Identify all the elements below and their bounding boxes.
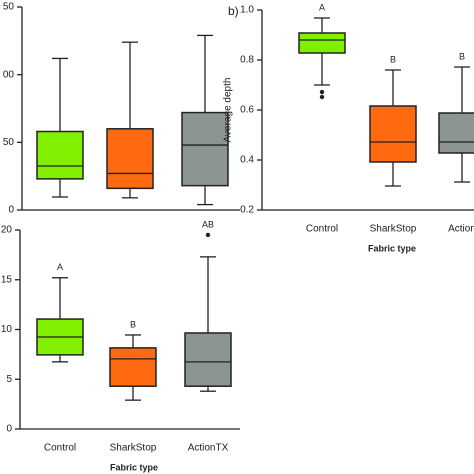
y-tick-label: 15	[1, 274, 13, 285]
group-letter: A	[319, 2, 325, 12]
y-tick-label: 10	[1, 324, 13, 335]
outlier	[205, 232, 211, 238]
box	[369, 105, 417, 163]
x-tick-label: SharkStop	[110, 443, 157, 454]
y-tick-label: 0.2	[240, 205, 254, 216]
y-tick-label: 0.6	[240, 105, 254, 116]
y-tick-label: 00	[3, 69, 15, 80]
box	[181, 111, 229, 187]
y-tick-label: 5	[6, 374, 12, 385]
group-letter: AB	[202, 219, 214, 229]
x-tick-label: ActionTX	[188, 443, 229, 454]
y-tick-label: 20	[1, 225, 13, 236]
y-tick-label: 0	[8, 205, 14, 216]
box	[438, 112, 474, 154]
outlier	[319, 94, 325, 100]
x-tick-label: SharkStop	[370, 224, 417, 235]
group-letter: B	[459, 51, 465, 61]
x-axis-label: Fabric type	[110, 462, 158, 472]
group-letter: B	[130, 319, 136, 329]
group-letter: B	[390, 54, 396, 64]
panel-label: b)	[228, 4, 239, 18]
outlier	[319, 89, 325, 95]
x-tick-label: Control	[44, 443, 76, 454]
y-tick-label: 1.0	[240, 5, 254, 16]
group-letter: A	[57, 262, 63, 272]
x-tick-label: Action	[448, 224, 474, 235]
box	[36, 130, 84, 180]
box	[106, 128, 154, 190]
box	[184, 332, 232, 387]
y-tick-label: 50	[3, 137, 15, 148]
x-axis-label: Fabric type	[368, 243, 416, 253]
box	[298, 32, 346, 54]
x-tick-label: Control	[306, 224, 338, 235]
y-tick-label: 0.8	[240, 55, 254, 66]
y-tick-label: 0.4	[240, 155, 254, 166]
box	[109, 347, 157, 387]
y-tick-label: 50	[3, 2, 15, 13]
y-axis-label: Average depth	[223, 78, 234, 143]
y-tick-label: 0	[6, 424, 12, 435]
